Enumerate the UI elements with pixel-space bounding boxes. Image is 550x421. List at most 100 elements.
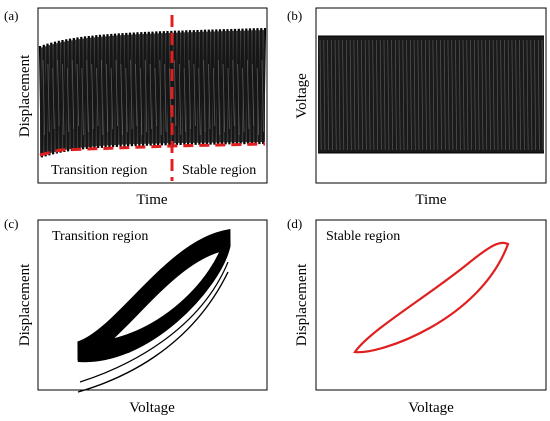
signal-streak-a <box>198 67 201 136</box>
signal-streak-a <box>227 67 230 130</box>
panel-a-label-bg-2 <box>178 158 264 178</box>
signal-streak-a <box>81 67 84 136</box>
panel-a-label-bg <box>45 158 165 178</box>
panel-c-region-label: Transition region <box>52 229 148 244</box>
signal-streak-b <box>440 39 442 151</box>
signal-streak-b <box>349 39 352 151</box>
signal-streak-a <box>212 67 216 127</box>
signal-streak-a <box>208 63 211 130</box>
signal-streak-b <box>353 39 356 151</box>
signal-streak-a <box>237 63 240 136</box>
signal-streak-a <box>96 67 99 127</box>
panel-a: Transition region Stable region (a) Time… <box>4 7 268 208</box>
signal-streak-a <box>188 59 191 130</box>
stable-region-label: Stable region <box>182 163 256 178</box>
panel-d-ylabel: Displacement <box>294 263 310 346</box>
signal-streak-a <box>71 59 75 130</box>
signal-streak-b <box>417 39 420 151</box>
panel-d-xlabel: Voltage <box>408 400 454 416</box>
panel-a-tag: (a) <box>4 8 18 23</box>
signal-streak-a <box>101 59 104 136</box>
signal-streak-b <box>391 39 394 151</box>
panel-a-signal <box>38 27 267 158</box>
signal-streak-b <box>425 39 427 151</box>
signal-streak-a <box>169 67 172 130</box>
panel-a-xlabel: Time <box>136 192 167 208</box>
signal-streak-a <box>62 63 65 136</box>
signal-streak-b <box>394 39 397 151</box>
signal-streak-a <box>193 63 196 127</box>
panel-c-ylabel: Displacement <box>17 263 33 346</box>
loop-c <box>77 229 231 346</box>
signal-streak-a <box>105 63 109 133</box>
panel-c-tag: (c) <box>4 216 18 231</box>
signal-streak-b <box>334 39 337 151</box>
signal-streak-a <box>144 59 148 133</box>
panel-b-ylabel: Voltage <box>294 73 310 119</box>
signal-streak-a <box>42 59 45 136</box>
panel-d: Stable region (d) Voltage Displacement <box>287 216 547 416</box>
signal-streak-b <box>361 39 363 151</box>
signal-streak-b <box>387 39 390 151</box>
signal-streak-b <box>368 39 371 151</box>
signal-streak-a <box>135 63 138 127</box>
signal-streak-b <box>327 39 330 151</box>
signal-streak-b <box>500 39 503 151</box>
signal-streak-a <box>154 67 157 127</box>
signal-streak-b <box>530 39 533 151</box>
signal-streak-b <box>345 39 348 151</box>
signal-streak-b <box>323 39 326 151</box>
panel-b-xlabel: Time <box>415 192 446 208</box>
signal-streak-b <box>443 39 446 151</box>
signal-streak-b <box>470 39 473 151</box>
panel-b-signal <box>318 35 544 154</box>
signal-streak-b <box>466 39 469 151</box>
panel-d-tag: (d) <box>287 216 302 231</box>
signal-streak-b <box>357 39 360 151</box>
signal-streak-b <box>364 39 367 151</box>
signal-streak-a <box>261 59 264 133</box>
signal-streak-a <box>251 63 255 127</box>
signal-streak-b <box>534 39 537 151</box>
signal-streak-b <box>383 39 386 151</box>
signal-streak-b <box>458 39 461 151</box>
signal-streak-a <box>183 67 187 133</box>
signal-streak-a <box>242 67 245 133</box>
signal-streak-b <box>515 39 518 151</box>
signal-streak-b <box>473 39 476 151</box>
panel-c-loops <box>77 229 231 393</box>
signal-streak-a <box>217 59 221 136</box>
signal-streak-b <box>451 39 454 151</box>
signal-streak-b <box>511 39 514 151</box>
signal-streak-a <box>52 67 55 130</box>
signal-streak-a <box>57 59 60 127</box>
signal-streak-b <box>376 39 378 151</box>
signal-streak-b <box>432 39 435 151</box>
signal-streak-b <box>485 39 488 151</box>
signal-streak-a <box>232 59 235 127</box>
signal-streak-a <box>125 67 128 133</box>
signal-streak-b <box>477 39 480 151</box>
signal-streak-b <box>507 39 510 151</box>
loop-d <box>353 241 510 354</box>
signal-streak-a <box>164 63 167 133</box>
loop-c-initial-2 <box>79 261 229 383</box>
signal-streak-b <box>522 39 525 151</box>
panel-a-ylabel: Displacement <box>17 54 33 137</box>
signal-streak-b <box>436 39 439 151</box>
panel-b: (b) Time Voltage <box>287 7 547 208</box>
signal-streak-b <box>379 39 382 151</box>
signal-band-b <box>318 36 544 153</box>
signal-streak-b <box>319 39 322 151</box>
signal-streak-b <box>406 39 409 151</box>
signal-streak-b <box>330 39 333 151</box>
signal-streak-b <box>409 39 412 151</box>
signal-streak-a <box>130 59 133 130</box>
signal-streak-a <box>139 67 143 136</box>
panel-d-region-label: Stable region <box>326 229 400 244</box>
signal-line-a <box>38 27 267 158</box>
signal-streak-b <box>481 39 484 151</box>
signal-streak-b <box>398 39 401 151</box>
signal-streak-b <box>372 39 375 151</box>
